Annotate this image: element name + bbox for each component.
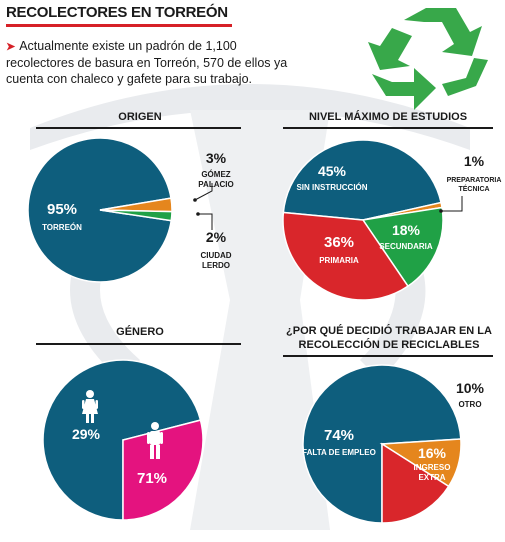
pie-slice-1-3 (282, 211, 410, 301)
pie-slice-2-1 (122, 419, 204, 521)
data-label-1-0: 45% (318, 163, 347, 179)
chart-title-genero: GÉNERO (116, 326, 164, 338)
data-label-0-2: 2% (206, 229, 227, 245)
female-icon (82, 390, 98, 423)
chart-rule-genero (36, 343, 241, 345)
chart-title-estudios: NIVEL MÁXIMO DE ESTUDIOS (308, 111, 468, 123)
category-label-1-3: PRIMARIA (319, 256, 359, 265)
data-label-3-1: 10% (456, 380, 485, 396)
category-label-1-1: PREPARATORIA TÉCNICA (447, 177, 502, 193)
intro-text: ➤ Actualmente existe un padrón de 1,100 r… (6, 38, 306, 87)
chart-title-razon: ¿POR QUÉ DECIDIÓ TRABAJAR EN LA RECOLECC… (286, 325, 492, 351)
pie-slice-3-2 (381, 442, 450, 524)
category-label-3-1: OTRO (458, 400, 481, 409)
male-icon (147, 422, 163, 459)
category-label-0-2: CIUDAD LERDO (200, 251, 231, 270)
chart-rule-estudios (283, 127, 493, 129)
chart-rule-origen (36, 127, 241, 129)
chart-rule-razon (283, 355, 493, 357)
leader-dot-0-2 (196, 212, 200, 216)
category-label-3-0: FALTA DE EMPLEO (302, 448, 376, 457)
data-label-1-2: 18% (392, 222, 421, 238)
data-label-1-3: 36% (324, 234, 354, 251)
pie-slice-1-2 (361, 206, 444, 288)
leader-dot-0-1 (193, 198, 197, 202)
leader-line-1-1 (441, 196, 463, 212)
category-label-0-1: GÓMEZ PALACIO (198, 170, 233, 189)
pie-slice-0-2 (99, 209, 173, 222)
leader-line-0-1 (194, 183, 213, 201)
category-label-1-2: SECUNDARIA (379, 242, 433, 251)
bullet-arrow-icon: ➤ (6, 41, 16, 53)
pie-chart-2: 71% 29% (42, 359, 204, 521)
leader-dot-1-1 (439, 209, 443, 213)
data-label-0-0: 95% (47, 201, 77, 218)
pie-slice-0-0 (27, 137, 173, 283)
data-label-2-1: 29% (72, 426, 101, 442)
data-label-3-0: 74% (324, 427, 354, 444)
category-label-3-2: INGRESO EXTRA (414, 463, 451, 482)
page-title: RECOLECTORES EN TORREÓN (6, 4, 228, 21)
chart-title-origen: ORIGEN (118, 111, 162, 123)
category-label-1-0: SIN INSTRUCCIÓN (296, 183, 367, 192)
leader-line-0-2 (198, 213, 213, 230)
pie-chart-3: 74% FALTA DE EMPLEO 10% OTRO 16% INGRESO EXTRA (302, 364, 485, 524)
data-label-2-0: 71% (137, 470, 167, 487)
pie-chart-1: 45% SIN INSTRUCCIÓN 1% PREPARATORIA TÉCNICA 1… (282, 139, 502, 301)
pie-chart-0: 95% TORREÓN 3% GÓMEZ PALACIO 2% CIUDAD LERDO (27, 137, 234, 283)
intro-body: Actualmente existe un padrón de 1,100 re… (6, 39, 288, 86)
data-label-0-1: 3% (206, 150, 227, 166)
data-label-1-1: 1% (464, 153, 485, 169)
pie-slice-1-0 (282, 139, 442, 221)
pie-slice-2-0 (42, 359, 202, 521)
title-underline (6, 24, 232, 27)
category-label-0-0: TORREÓN (42, 223, 82, 232)
data-label-3-2: 16% (418, 445, 447, 461)
